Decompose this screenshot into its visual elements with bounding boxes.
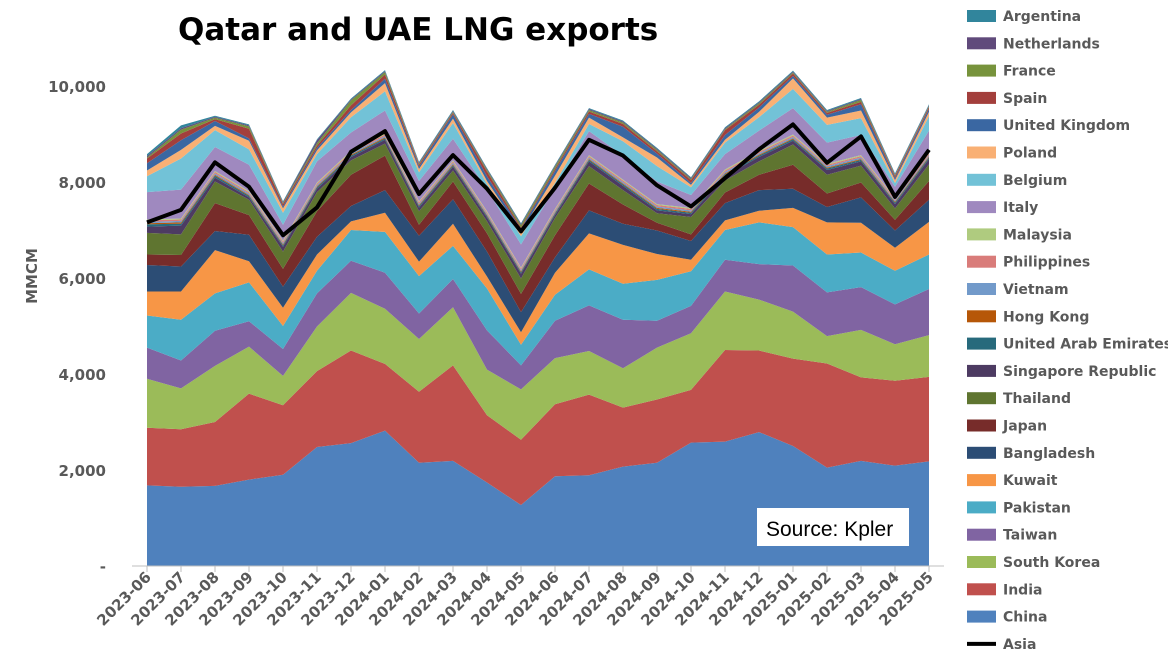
legend-label-italy: Italy xyxy=(1003,200,1038,216)
area-france xyxy=(147,72,929,228)
legend-label-vietnam: Vietnam xyxy=(1003,282,1069,298)
asia-line-group xyxy=(146,122,931,238)
area-thailand xyxy=(147,143,929,294)
legend-swatch-united-kingdom xyxy=(967,119,996,132)
area-singapore-republic xyxy=(147,139,929,279)
y-tick-label: 6,000 xyxy=(59,270,106,288)
legend-swatch-south-korea xyxy=(967,556,996,568)
legend-label-united-arab-emirates: United Arab Emirates xyxy=(1003,337,1168,353)
line-asia xyxy=(146,122,931,238)
legend-swatch-thailand xyxy=(967,392,996,405)
y-tick-label: - xyxy=(100,558,106,576)
legend-swatch-france xyxy=(967,64,996,77)
area-india xyxy=(147,350,929,506)
area-netherlands xyxy=(147,71,929,226)
legend-label-belgium: Belgium xyxy=(1003,173,1067,189)
legend-label-spain: Spain xyxy=(1003,91,1047,107)
area-poland xyxy=(147,78,929,237)
legend-label-india: India xyxy=(1003,582,1042,598)
axes xyxy=(132,565,944,572)
y-tick-label: 4,000 xyxy=(59,366,106,384)
legend-label-united-kingdom: United Kingdom xyxy=(1003,118,1130,134)
legend-swatch-japan xyxy=(967,419,996,432)
y-axis-label: MMCM xyxy=(23,248,41,304)
legend-swatch-poland xyxy=(967,146,996,159)
area-pakistan xyxy=(147,222,929,366)
legend-label-argentina: Argentina xyxy=(1003,9,1081,25)
legend-label-south-korea: South Korea xyxy=(1003,555,1100,571)
legend: Argentina Netherlands France Spain United Ki… xyxy=(967,9,1168,653)
legend-label-asia: Asia xyxy=(1003,637,1036,653)
area-japan xyxy=(147,155,929,313)
legend-label-singapore-republic: Singapore Republic xyxy=(1003,364,1156,380)
legend-swatch-kuwait xyxy=(967,474,996,487)
area-belgium xyxy=(147,88,929,245)
area-united-kingdom xyxy=(147,75,929,232)
area-china xyxy=(147,430,929,566)
y-tick-label: 2,000 xyxy=(59,462,106,480)
legend-swatch-taiwan xyxy=(967,528,996,541)
area-taiwan xyxy=(147,259,929,390)
legend-swatch-pakistan xyxy=(967,501,996,514)
legend-label-netherlands: Netherlands xyxy=(1003,36,1100,52)
source-box-bg xyxy=(757,508,909,546)
legend-swatch-philippines xyxy=(967,255,996,268)
legend-swatch-netherlands xyxy=(967,37,996,50)
legend-label-china: China xyxy=(1003,610,1047,626)
legend-label-france: France xyxy=(1003,64,1056,80)
area-south-korea xyxy=(147,291,929,440)
legend-swatch-singapore-republic xyxy=(967,364,996,377)
legend-swatch-belgium xyxy=(967,173,996,186)
area-bangladesh xyxy=(147,188,929,333)
source-label: Source: Kpler xyxy=(766,518,893,541)
stacked-areas xyxy=(147,70,929,566)
legend-label-bangladesh: Bangladesh xyxy=(1003,446,1095,462)
legend-swatch-malaysia xyxy=(967,228,996,241)
legend-label-japan: Japan xyxy=(1002,419,1047,435)
y-ticks: - 2,000 4,000 6,000 8,000 10,000 xyxy=(48,78,106,576)
legend-label-taiwan: Taiwan xyxy=(1003,528,1057,544)
legend-label-pakistan: Pakistan xyxy=(1003,500,1071,516)
legend-swatch-vietnam xyxy=(967,283,996,295)
y-tick-label: 8,000 xyxy=(59,174,106,192)
area-kuwait xyxy=(147,207,929,345)
legend-label-malaysia: Malaysia xyxy=(1003,227,1072,243)
legend-swatch-argentina xyxy=(967,10,996,22)
x-ticks: 2023-062023-072023-082023-092023-102023-… xyxy=(93,568,936,629)
source-box: Source: Kpler xyxy=(757,508,909,546)
chart-title: Qatar and UAE LNG exports xyxy=(178,12,658,48)
legend-swatch-italy xyxy=(967,201,996,214)
area-argentina xyxy=(147,70,929,225)
legend-label-philippines: Philippines xyxy=(1003,255,1090,271)
legend-label-thailand: Thailand xyxy=(1003,391,1071,407)
legend-swatch-india xyxy=(967,583,996,596)
legend-swatch-united-arab-emirates xyxy=(967,337,996,350)
legend-swatch-bangladesh xyxy=(967,446,996,459)
legend-label-poland: Poland xyxy=(1003,146,1057,162)
legend-swatch-china xyxy=(967,610,996,623)
legend-swatch-hong-kong xyxy=(967,310,996,323)
legend-label-hong-kong: Hong Kong xyxy=(1003,309,1089,325)
y-tick-label: 10,000 xyxy=(48,78,106,96)
legend-swatch-spain xyxy=(967,91,996,104)
area-italy xyxy=(147,108,929,268)
legend-label-kuwait: Kuwait xyxy=(1003,473,1058,489)
